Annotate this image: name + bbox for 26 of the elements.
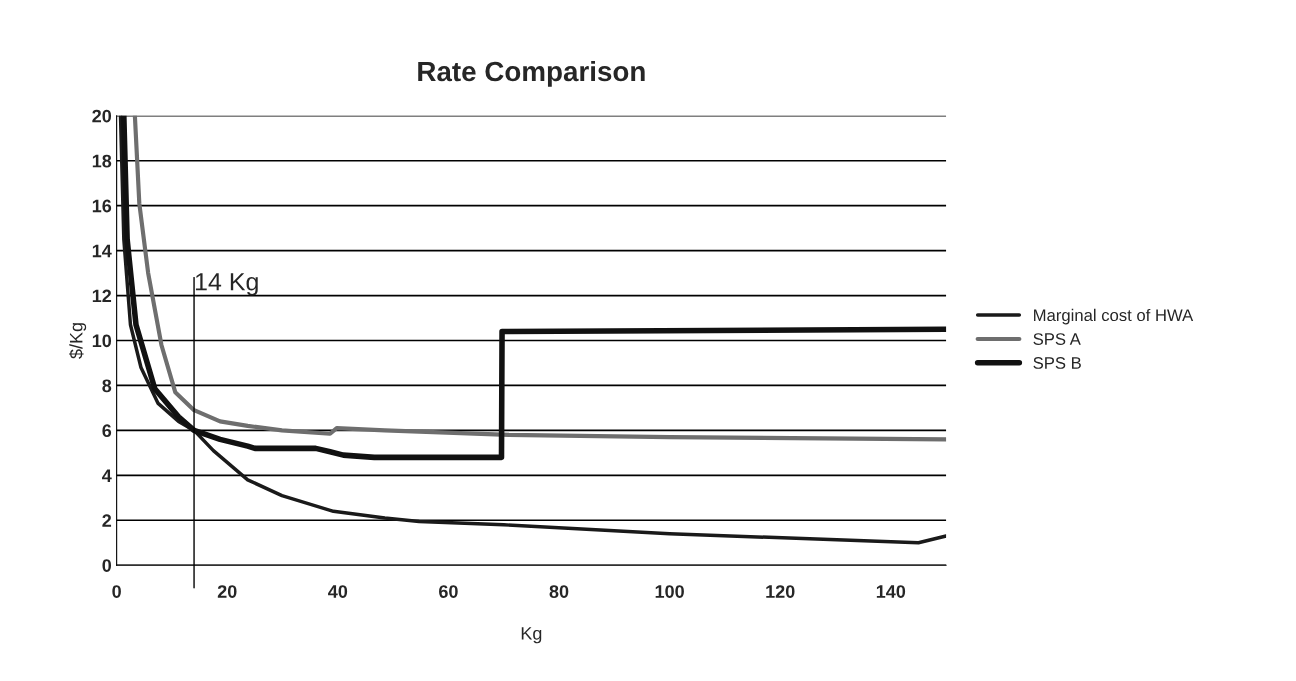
y-tick-label: 0	[102, 559, 112, 572]
x-tick-label: 120	[766, 585, 795, 598]
y-tick-label: 10	[92, 334, 112, 348]
x-tick-label: 60	[439, 585, 458, 598]
legend-label: SPS A	[1033, 333, 1081, 345]
x-axis-title: Kg	[521, 627, 542, 644]
legend-label: Marginal cost of HWA	[1034, 308, 1194, 325]
x-tick-label: 140	[876, 585, 906, 598]
y-tick-label: 20	[92, 109, 112, 123]
x-tick-label: 20	[217, 585, 237, 598]
legend-label: SPS B	[1033, 357, 1081, 369]
y-tick-label: 18	[92, 154, 112, 168]
y-tick-label: 16	[92, 199, 112, 213]
chart-title: Rate Comparison	[418, 60, 645, 87]
x-tick-label: 40	[328, 585, 348, 598]
y-tick-label: 8	[102, 379, 112, 393]
x-tick-label: 100	[655, 585, 684, 598]
x-tick-label: 0	[112, 585, 121, 598]
ref-line-label: 14 Kg	[195, 273, 258, 296]
y-tick-label: 14	[92, 244, 112, 258]
y-tick-label: 6	[102, 424, 112, 438]
y-tick-label: 12	[92, 289, 112, 303]
x-tick-label: 80	[549, 585, 569, 598]
y-axis-title: $/Kg	[69, 323, 87, 359]
y-tick-label: 2	[102, 514, 112, 527]
y-tick-label: 4	[102, 469, 112, 482]
